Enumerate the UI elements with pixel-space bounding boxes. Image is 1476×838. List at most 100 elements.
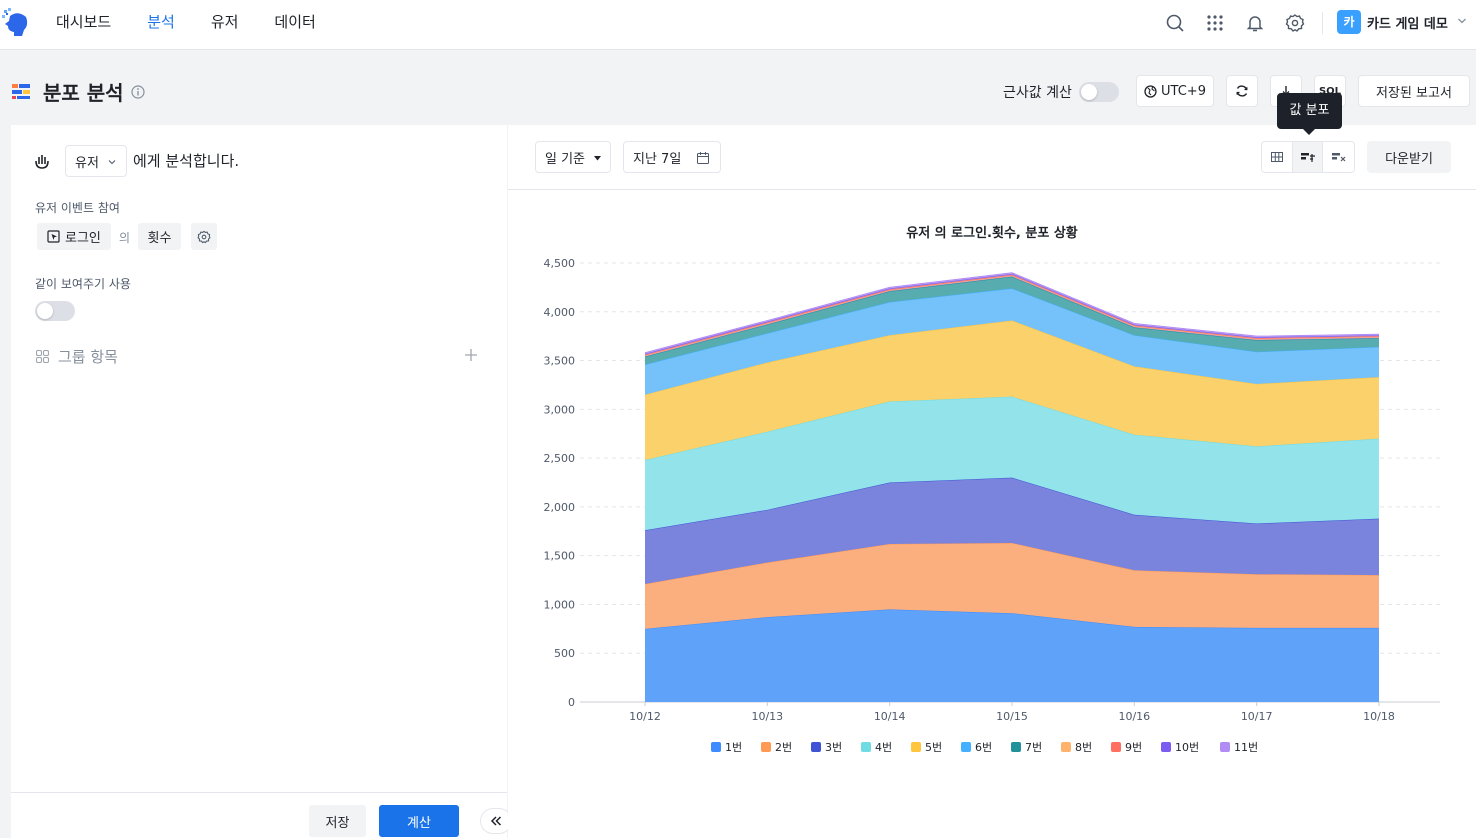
of-text: 의 — [119, 231, 131, 245]
calculate-button[interactable]: 계산 — [379, 805, 459, 837]
apps-grid-icon[interactable] — [1205, 13, 1225, 33]
legend-swatch — [1111, 742, 1121, 752]
legend-label: 8번 — [1075, 741, 1092, 754]
area-series-4 — [645, 396, 1379, 531]
download-button[interactable]: 다운받기 — [1367, 141, 1451, 173]
globe-icon — [1144, 84, 1157, 98]
legend-swatch — [1220, 742, 1230, 752]
timezone-label: UTC+9 — [1161, 83, 1206, 99]
result-panel: 일 기준 지난 7일 다운받기 유저 의 로그인.횟수, 분포 상황 0 500 1,… — [508, 125, 1476, 838]
compare-toggle[interactable] — [35, 301, 75, 321]
event-icon — [47, 230, 60, 243]
page-title: 분포 분석 — [43, 81, 124, 105]
result-toolbar: 일 기준 지난 7일 다운받기 — [508, 125, 1476, 190]
y-tick-label: 3,000 — [544, 403, 576, 416]
area-series-5 — [645, 320, 1379, 461]
y-tick-label: 500 — [554, 647, 575, 660]
gear-icon — [197, 230, 211, 243]
subject-icon — [35, 155, 49, 169]
legend-swatch — [811, 742, 821, 752]
legend-swatch — [1161, 742, 1171, 752]
app-logo-icon[interactable] — [2, 8, 30, 38]
y-tick-label: 1,000 — [544, 598, 576, 611]
legend-label: 7번 — [1025, 741, 1042, 754]
legend-swatch — [961, 742, 971, 752]
legend-swatch — [711, 742, 721, 752]
granularity-select[interactable]: 일 기준 — [535, 141, 611, 173]
distribution-chart: 유저 의 로그인.횟수, 분포 상황 0 500 1,000 1,500 2,000 2,5… — [544, 225, 1440, 754]
event-section-label: 유저 이벤트 참여 — [35, 201, 120, 215]
legend-label: 5번 — [925, 741, 942, 754]
distribution-analysis-icon — [12, 84, 30, 99]
gear-icon[interactable] — [1285, 13, 1305, 33]
chevron-down-icon[interactable] — [1457, 16, 1467, 26]
info-icon[interactable] — [131, 85, 145, 99]
date-range-picker[interactable]: 지난 7일 — [623, 141, 721, 173]
area-series-3 — [645, 477, 1379, 584]
nav-tab-users[interactable]: 유저 — [210, 13, 239, 31]
x-tick-label: 10/13 — [751, 710, 783, 723]
timezone-button[interactable]: UTC+9 — [1136, 75, 1214, 107]
view-table-button[interactable] — [1262, 142, 1293, 172]
granularity-value: 일 기준 — [545, 151, 586, 167]
y-tick-label: 4,500 — [544, 257, 576, 270]
area-series-2 — [645, 542, 1379, 629]
view-value-distribution-button[interactable] — [1292, 142, 1324, 172]
chevron-down-icon — [108, 160, 116, 165]
refresh-icon — [1236, 85, 1248, 97]
legend-label: 9번 — [1125, 741, 1142, 754]
approx-calc-toggle[interactable] — [1079, 82, 1119, 102]
plus-icon[interactable] — [464, 348, 478, 362]
interval-distribution-icon — [1331, 153, 1346, 162]
calendar-icon — [697, 152, 709, 164]
compare-section-label: 같이 보여주기 사용 — [35, 277, 131, 291]
analysis-sentence: 에게 분석합니다. — [133, 152, 240, 170]
legend-swatch — [1061, 742, 1071, 752]
x-tick-label: 10/12 — [629, 710, 661, 723]
legend-label: 3번 — [825, 741, 842, 754]
refresh-button[interactable] — [1226, 75, 1258, 107]
metric-chip[interactable]: 횟수 — [138, 223, 181, 250]
line-series-9 — [644, 274, 1380, 356]
nav-tab-data[interactable]: 데이터 — [274, 13, 316, 31]
chart-title: 유저 의 로그인.횟수, 분포 상황 — [906, 225, 1078, 241]
group-icon — [36, 350, 49, 363]
x-tick-label: 10/15 — [996, 710, 1028, 723]
area-series-1 — [645, 609, 1379, 702]
group-by-label: 그룹 항목 — [58, 348, 118, 366]
event-chip[interactable]: 로그인 — [37, 223, 111, 250]
nav-divider — [1322, 12, 1323, 34]
save-button[interactable]: 저장 — [309, 805, 366, 837]
saved-reports-button[interactable]: 저장된 보고서 — [1358, 75, 1470, 107]
panel-footer-divider — [11, 792, 507, 793]
sql-label: SQL — [1318, 85, 1342, 97]
legend-label: 1번 — [725, 741, 742, 754]
query-panel: 유저 에게 분석합니다. 유저 이벤트 참여 로그인 의 횟수 같이 보여주기 … — [11, 125, 512, 838]
nav-tab-dashboard[interactable]: 대시보드 — [56, 13, 112, 31]
bell-icon[interactable] — [1245, 13, 1265, 33]
nav-tab-analysis[interactable]: 분석 — [147, 13, 175, 31]
x-tick-label: 10/18 — [1363, 710, 1395, 723]
event-chip-label: 로그인 — [65, 231, 101, 246]
x-tick-label: 10/17 — [1241, 710, 1273, 723]
project-avatar[interactable]: 카 — [1337, 10, 1361, 34]
line-series-11 — [644, 272, 1380, 354]
date-range-value: 지난 7일 — [633, 151, 682, 167]
legend-swatch — [861, 742, 871, 752]
y-tick-label: 0 — [568, 696, 575, 709]
area-series-7 — [645, 276, 1379, 365]
subject-select-value: 유저 — [75, 155, 99, 171]
subject-select[interactable]: 유저 — [65, 145, 127, 177]
double-chevron-left-icon — [490, 816, 502, 826]
y-tick-label: 2,500 — [544, 452, 576, 465]
metric-settings-button[interactable] — [191, 223, 217, 250]
legend-label: 6번 — [975, 741, 992, 754]
search-icon[interactable] — [1165, 13, 1185, 33]
view-interval-distribution-button[interactable] — [1323, 142, 1354, 172]
legend-swatch — [1011, 742, 1021, 752]
caret-down-icon — [594, 156, 601, 161]
approx-calc-label: 근사값 계산 — [1003, 85, 1072, 101]
table-icon — [1270, 152, 1283, 162]
metric-chip-label: 횟수 — [147, 231, 172, 246]
project-name[interactable]: 카드 게임 데모 — [1367, 17, 1448, 32]
